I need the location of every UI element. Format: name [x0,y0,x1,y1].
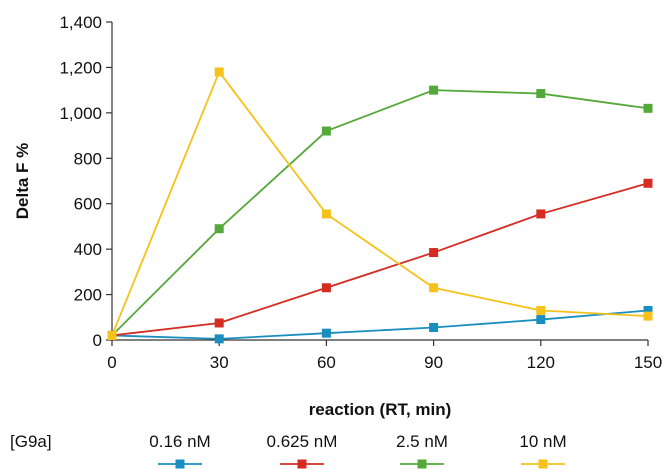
data-point [643,178,653,188]
series-line [111,309,649,340]
data-point [429,248,439,258]
data-point [643,311,653,321]
data-point [536,315,546,325]
series-line [111,89,649,337]
legend-label: 0.16 nM [149,432,210,451]
x-tick-label: 150 [634,353,662,372]
data-point [214,224,224,234]
data-point [429,283,439,293]
series-layer [107,67,653,344]
x-axis-title: reaction (RT, min) [309,400,452,419]
data-point [107,330,117,340]
legend-label: 2.5 nM [396,432,448,451]
legend-swatch-marker [175,459,185,469]
data-point [536,209,546,219]
x-tick-label: 0 [107,353,116,372]
x-tick-label: 30 [210,353,229,372]
series-4 [107,67,653,340]
legend-label: 0.625 nM [267,432,338,451]
y-axis-title: Delta F % [13,143,32,220]
data-point [214,318,224,328]
y-tick-label: 1,000 [59,104,102,123]
y-tick-label: 600 [74,195,102,214]
x-tick-label: 60 [317,353,336,372]
y-tick-label: 200 [74,286,102,305]
series-line [111,70,649,336]
legend: [G9a] 0.16 nM 0.625 nM 2.5 nM 10 nM [10,432,567,469]
y-tick-label: 400 [74,240,102,259]
data-point [429,323,439,333]
y-tick-label: 1,400 [59,13,102,32]
data-point [321,283,331,293]
x-tick-label: 120 [527,353,555,372]
y-ticks: 0 200 400 600 800 1,000 1,200 1,400 [59,13,112,350]
data-point [536,305,546,315]
legend-swatch-marker [538,459,548,469]
series-line [111,182,649,337]
y-tick-label: 1,200 [59,58,102,77]
data-point [214,334,224,344]
data-point [536,89,546,99]
chart-axes [111,22,648,341]
data-point [429,85,439,95]
legend-title: [G9a] [10,432,52,451]
x-ticks: 0 30 60 90 120 150 [107,340,662,372]
data-point [321,209,331,219]
data-point [643,103,653,113]
y-tick-label: 0 [93,331,102,350]
legend-swatch-marker [417,459,427,469]
data-point [214,67,224,77]
data-point [321,126,331,136]
series-3 [107,85,653,340]
legend-swatch-marker [297,459,307,469]
data-point [321,328,331,338]
x-tick-label: 90 [424,353,443,372]
data-point [643,305,653,315]
legend-label: 10 nM [519,432,566,451]
y-tick-label: 800 [74,149,102,168]
